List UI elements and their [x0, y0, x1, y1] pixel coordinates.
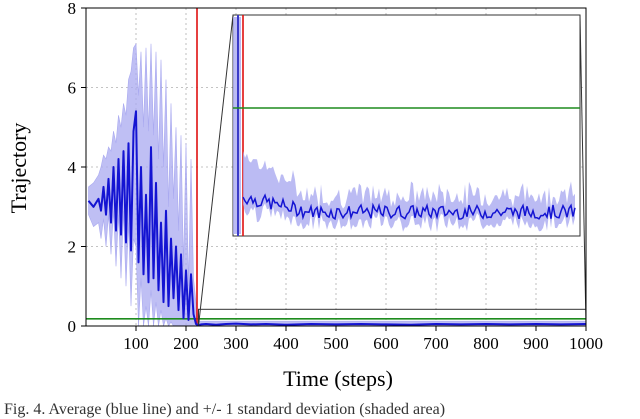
x-axis-label: Time (steps): [283, 366, 393, 391]
x-tick-label: 900: [523, 334, 549, 353]
mean-line: [87, 110, 586, 326]
y-tick-label: 2: [68, 238, 77, 257]
y-tick-label: 4: [68, 158, 77, 177]
mean-line-layer: [87, 110, 586, 326]
zoom-connector-right: [579, 14, 587, 327]
inset-mean-line: [242, 193, 576, 221]
y-axis-label: Trajectory: [6, 123, 31, 214]
reference-lines-layer: [86, 8, 586, 326]
figure-caption: Fig. 4. Average (blue line) and +/- 1 st…: [4, 401, 446, 418]
std-band-layer: [88, 42, 586, 326]
y-tick-label: 6: [68, 79, 77, 98]
zoom-inset: [198, 14, 587, 327]
x-tick-label: 200: [173, 334, 199, 353]
ticks-layer: 100 200 300 400 500 600 700 800 900 1000 0 2 4 6 8: [68, 0, 604, 353]
x-tick-label: 700: [423, 334, 449, 353]
x-tick-label: 400: [273, 334, 299, 353]
x-tick-label: 100: [123, 334, 149, 353]
zoom-connector-left: [198, 14, 234, 327]
y-tick-label: 0: [68, 317, 77, 336]
x-tick-label: 500: [323, 334, 349, 353]
x-tick-label: 300: [223, 334, 249, 353]
x-tick-label: 1000: [569, 334, 603, 353]
y-tick-label: 8: [68, 0, 77, 18]
inset-std-band: [243, 151, 575, 233]
std-band: [88, 42, 586, 326]
x-tick-label: 600: [373, 334, 399, 353]
x-tick-label: 800: [473, 334, 499, 353]
